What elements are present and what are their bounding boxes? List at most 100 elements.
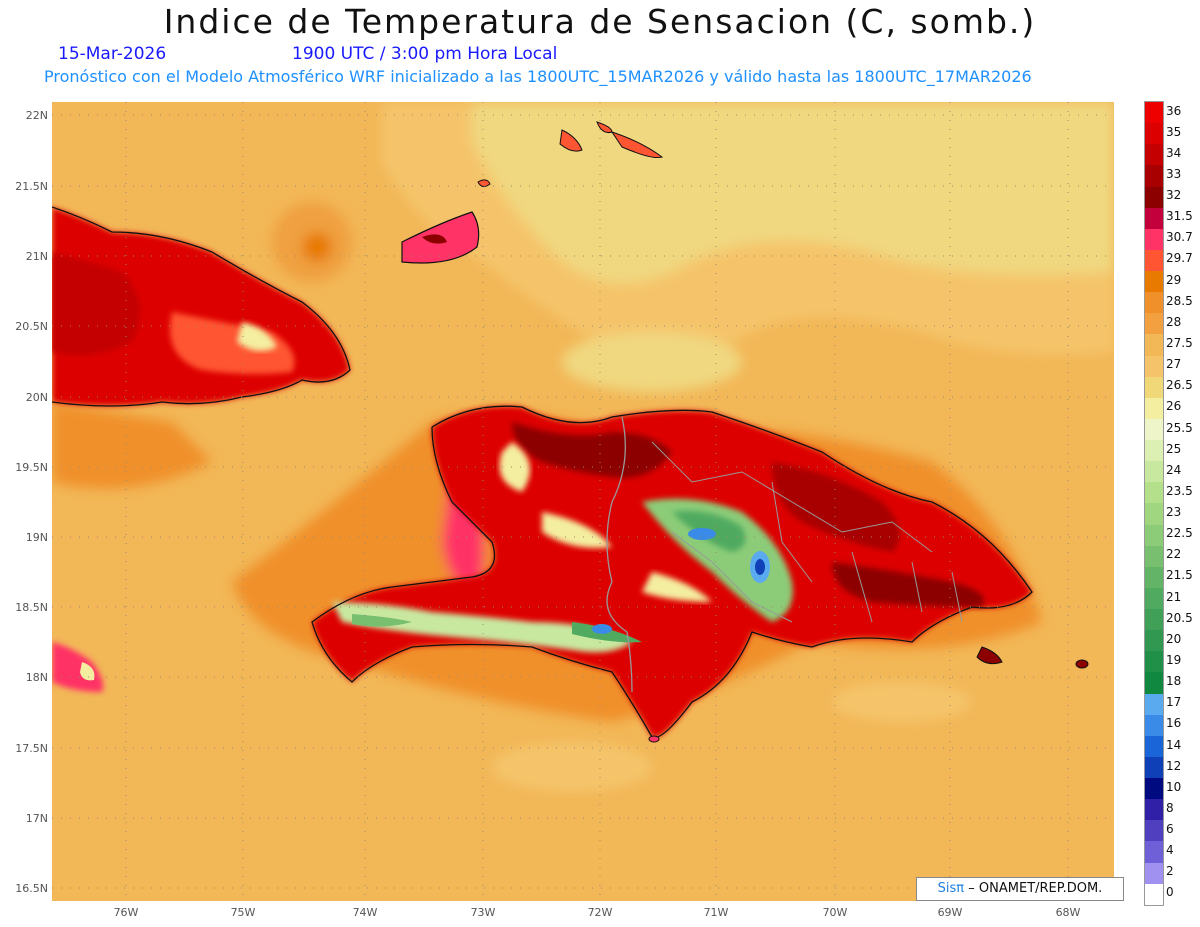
legend-label: 28 bbox=[1166, 314, 1182, 329]
legend-swatch bbox=[1145, 313, 1163, 335]
legend-label: 22.5 bbox=[1166, 526, 1193, 541]
lat-label: 22N bbox=[25, 109, 48, 122]
legend-label: 20.5 bbox=[1166, 610, 1193, 625]
legend-label: 4 bbox=[1166, 843, 1174, 858]
legend-swatch bbox=[1145, 207, 1163, 229]
legend-swatch bbox=[1145, 376, 1163, 398]
legend-swatch bbox=[1145, 144, 1163, 166]
legend-label: 31.5 bbox=[1166, 209, 1193, 224]
legend-label: 20 bbox=[1166, 631, 1182, 646]
legend-swatch bbox=[1145, 820, 1163, 842]
legend-swatch bbox=[1145, 271, 1163, 293]
legend-swatch bbox=[1145, 693, 1163, 715]
lat-label: 21N bbox=[25, 250, 48, 263]
legend-label: 27.5 bbox=[1166, 336, 1193, 350]
cuba-landmass bbox=[52, 206, 351, 692]
legend-label: 21.5 bbox=[1166, 568, 1193, 583]
lon-label: 70W bbox=[822, 906, 848, 919]
lat-label: 17.5N bbox=[15, 742, 48, 755]
lat-label: 20N bbox=[25, 391, 48, 404]
northern-islands bbox=[401, 121, 664, 264]
legend-label: 18 bbox=[1166, 674, 1182, 689]
legend-swatch bbox=[1145, 461, 1163, 483]
heat-index-field bbox=[52, 102, 1114, 901]
legend-label: 35 bbox=[1166, 124, 1182, 139]
legend-label: 2 bbox=[1166, 864, 1174, 879]
lon-label: 71W bbox=[703, 906, 729, 919]
lon-label: 76W bbox=[113, 906, 139, 919]
legend-label: 29.7 bbox=[1166, 251, 1193, 266]
legend-swatch bbox=[1145, 883, 1163, 905]
legend-swatch bbox=[1145, 334, 1163, 356]
legend-swatch bbox=[1145, 418, 1163, 440]
legend-swatch bbox=[1145, 862, 1163, 884]
lat-label: 16.5N bbox=[15, 882, 48, 895]
graticule bbox=[52, 102, 1114, 901]
credit-org: – ONAMET/REP.DOM. bbox=[968, 881, 1103, 896]
lat-label: 18.5N bbox=[15, 601, 48, 614]
forecast-date: 15-Mar-2026 bbox=[58, 44, 167, 64]
hispaniola-landmass bbox=[311, 405, 1089, 743]
legend-label: 33 bbox=[1166, 166, 1182, 181]
lon-label: 69W bbox=[937, 906, 963, 919]
legend-swatch bbox=[1145, 186, 1163, 208]
legend-label: 36 bbox=[1166, 103, 1182, 118]
legend-label: 12 bbox=[1166, 758, 1182, 773]
legend-label: 23.5 bbox=[1166, 483, 1193, 498]
legend-swatch bbox=[1145, 503, 1163, 525]
legend-label: 25.5 bbox=[1166, 420, 1193, 435]
lat-label: 19.5N bbox=[15, 461, 48, 474]
lat-label: 20.5N bbox=[15, 320, 48, 333]
lon-label: 72W bbox=[587, 906, 613, 919]
legend-label: 30.7 bbox=[1166, 230, 1193, 245]
legend-swatch bbox=[1145, 355, 1163, 377]
legend-label: 8 bbox=[1166, 800, 1174, 815]
credit-box: Sisπ – ONAMET/REP.DOM. bbox=[916, 877, 1124, 901]
legend-label: 22 bbox=[1166, 547, 1182, 562]
legend-label: 19 bbox=[1166, 652, 1182, 667]
legend-swatch bbox=[1145, 735, 1163, 757]
legend-swatch bbox=[1145, 587, 1163, 609]
model-subtitle: Pronóstico con el Modelo Atmosférico WRF… bbox=[44, 67, 1032, 86]
legend-swatch bbox=[1145, 651, 1163, 673]
legend-swatch bbox=[1145, 778, 1163, 800]
legend-label: 26.5 bbox=[1166, 378, 1193, 393]
lon-label: 73W bbox=[470, 906, 496, 919]
legend-swatch bbox=[1145, 397, 1163, 419]
legend-label: 28.5 bbox=[1166, 293, 1193, 308]
map-canvas bbox=[52, 102, 1114, 901]
legend-swatch bbox=[1145, 799, 1163, 821]
legend-swatch bbox=[1145, 714, 1163, 736]
lon-label: 75W bbox=[230, 906, 256, 919]
lon-label: 68W bbox=[1055, 906, 1081, 919]
legend-label: 0 bbox=[1166, 885, 1174, 900]
lat-label: 21.5N bbox=[15, 180, 48, 193]
legend-swatch bbox=[1145, 841, 1163, 863]
map-title: Indice de Temperatura de Sensacion (C, s… bbox=[163, 2, 1037, 41]
legend-swatch bbox=[1145, 524, 1163, 546]
lat-label: 17N bbox=[25, 812, 48, 825]
lat-label: 19N bbox=[25, 531, 48, 544]
legend-label: 32 bbox=[1166, 188, 1182, 203]
legend-swatch bbox=[1145, 609, 1163, 631]
color-legend bbox=[1144, 101, 1164, 906]
legend-label: 24 bbox=[1166, 462, 1182, 477]
legend-label: 29 bbox=[1166, 272, 1182, 287]
lon-label: 74W bbox=[352, 906, 378, 919]
legend-label: 17 bbox=[1166, 695, 1182, 710]
legend-swatch bbox=[1145, 440, 1163, 462]
legend-label: 23 bbox=[1166, 505, 1182, 520]
legend-swatch bbox=[1145, 102, 1163, 124]
legend-label: 27 bbox=[1166, 357, 1182, 372]
legend-swatch bbox=[1145, 228, 1163, 250]
legend-label: 16 bbox=[1166, 716, 1182, 731]
legend-swatch bbox=[1145, 545, 1163, 567]
legend-label: 14 bbox=[1166, 737, 1182, 752]
legend-label: 6 bbox=[1166, 822, 1174, 837]
legend-swatch bbox=[1145, 630, 1163, 652]
legend-label: 26 bbox=[1166, 399, 1182, 414]
legend-label: 25 bbox=[1166, 441, 1182, 456]
legend-label: 34 bbox=[1166, 145, 1182, 160]
legend-label: 21 bbox=[1166, 589, 1182, 604]
legend-swatch bbox=[1145, 165, 1163, 187]
